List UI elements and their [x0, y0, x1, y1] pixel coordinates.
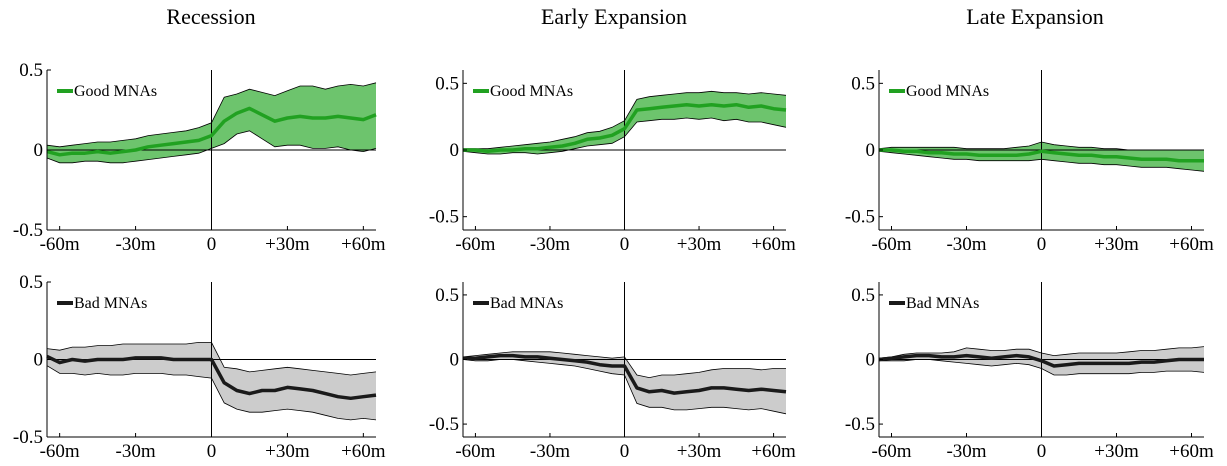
- x-tick-label: +60m: [1169, 441, 1214, 462]
- x-tick-label: 0: [1037, 234, 1047, 255]
- x-tick-label: 0: [620, 441, 630, 462]
- y-tick-label: 0.5: [19, 272, 43, 293]
- legend-label: Bad MNAs: [74, 295, 147, 312]
- y-tick-label: -0.5: [845, 207, 875, 228]
- legend-label: Good MNAs: [490, 83, 573, 100]
- x-tick-label: 0: [620, 234, 630, 255]
- x-tick-label: +60m: [751, 234, 796, 255]
- x-tick-label: +30m: [265, 441, 310, 462]
- chart-panel-2: -60m -30m 0 +30m +60m 0.5 0 -0.5 Good MNAs: [429, 70, 796, 255]
- x-tick-label: -60m: [455, 234, 495, 255]
- chart-panel-1: -60m -30m 0 +30m +60m 0.5 0 -0.5 Good MNAs: [13, 60, 386, 255]
- x-tick-label: -60m: [40, 441, 80, 462]
- chart-panel-3: -60m -30m 0 +30m +60m 0.5 0 -0.5 Good MNAs: [845, 70, 1214, 255]
- y-tick-label: 0.5: [851, 73, 875, 94]
- y-tick-label: 0: [866, 350, 876, 371]
- x-tick-label: +60m: [751, 441, 796, 462]
- y-tick-label: 0: [34, 350, 44, 371]
- y-tick-label: -0.5: [13, 427, 43, 448]
- column-title-recession: Recession: [166, 4, 256, 29]
- legend-label: Bad MNAs: [906, 295, 979, 312]
- x-tick-label: +60m: [341, 234, 386, 255]
- series-line: [463, 353, 787, 395]
- series-line: [46, 106, 377, 157]
- x-tick-label: -30m: [946, 441, 986, 462]
- chart-panel-5: -60m -30m 0 +30m +60m 0.5 0 -0.5 Bad MNAs: [429, 282, 796, 462]
- series-line: [46, 354, 377, 401]
- x-tick-label: -60m: [40, 234, 80, 255]
- x-tick-label: -30m: [946, 234, 986, 255]
- x-tick-label: -30m: [530, 441, 570, 462]
- y-tick-label: 0: [450, 350, 460, 371]
- legend-label: Good MNAs: [74, 83, 157, 100]
- chart-panel-6: -60m -30m 0 +30m +60m 0.5 0 -0.5 Bad MNAs: [845, 282, 1214, 462]
- legend-label: Bad MNAs: [490, 295, 563, 312]
- x-tick-label: 0: [207, 234, 217, 255]
- x-tick-label: +30m: [1094, 441, 1139, 462]
- series-line: [463, 102, 787, 154]
- y-tick-label: 0: [866, 140, 876, 161]
- x-tick-label: +30m: [677, 441, 722, 462]
- x-tick-label: +30m: [677, 234, 722, 255]
- y-tick-label: 0.5: [435, 73, 459, 94]
- y-tick-label: 0.5: [19, 60, 43, 81]
- x-tick-label: +30m: [1094, 234, 1139, 255]
- x-tick-label: -30m: [116, 234, 156, 255]
- y-tick-label: 0: [450, 140, 460, 161]
- column-title-late-expansion: Late Expansion: [966, 4, 1104, 29]
- x-tick-label: -30m: [530, 234, 570, 255]
- y-tick-label: -0.5: [429, 207, 459, 228]
- x-tick-label: -60m: [455, 441, 495, 462]
- x-tick-label: 0: [207, 441, 217, 462]
- legend-label: Good MNAs: [906, 83, 989, 100]
- column-title-early-expansion: Early Expansion: [540, 4, 688, 29]
- confidence-band: [47, 342, 376, 420]
- x-tick-label: -60m: [871, 234, 911, 255]
- series-line: [879, 148, 1204, 163]
- x-tick-label: 0: [1037, 441, 1047, 462]
- confidence-band: [463, 351, 786, 414]
- y-tick-label: 0: [34, 140, 44, 161]
- chart-panel-4: -60m -30m 0 +30m +60m 0.5 0 -0.5 Bad MNAs: [13, 272, 386, 462]
- series-line: [878, 353, 1204, 368]
- y-tick-label: -0.5: [429, 414, 459, 435]
- x-tick-label: -60m: [871, 441, 911, 462]
- x-tick-label: +30m: [265, 234, 310, 255]
- y-tick-label: -0.5: [845, 414, 875, 435]
- x-tick-label: -30m: [116, 441, 156, 462]
- x-tick-label: +60m: [341, 441, 386, 462]
- y-tick-label: 0.5: [851, 285, 875, 306]
- y-tick-label: 0.5: [435, 285, 459, 306]
- x-tick-label: +60m: [1169, 234, 1214, 255]
- y-tick-label: -0.5: [13, 220, 43, 241]
